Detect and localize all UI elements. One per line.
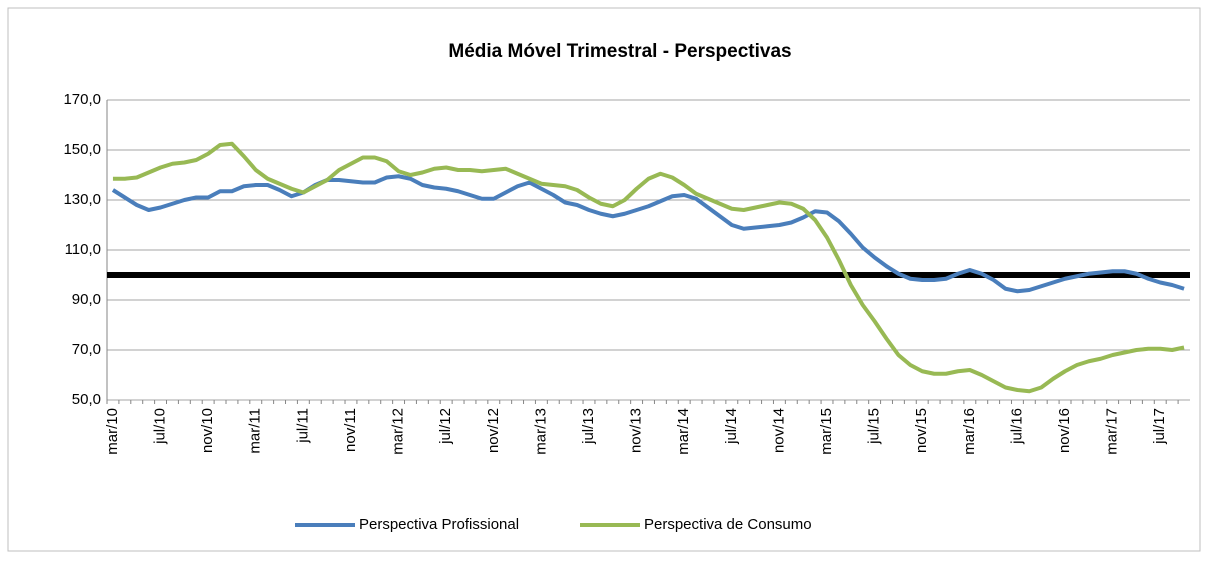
x-tick-label: jul/16 — [1008, 408, 1025, 445]
x-tick-label: jul/13 — [580, 408, 597, 445]
x-tick-label: nov/14 — [770, 408, 787, 453]
series-line — [111, 174, 1185, 294]
x-tick-label: mar/15 — [818, 408, 835, 455]
x-tick-label: nov/15 — [913, 408, 930, 453]
x-tick-label: jul/14 — [723, 408, 740, 445]
chart-border — [7, 7, 1201, 552]
chart-title: Média Móvel Trimestral - Perspectivas — [448, 41, 791, 62]
x-tick-label: mar/16 — [961, 408, 978, 455]
x-tick-label: mar/13 — [532, 408, 549, 455]
x-tick-label: jul/11 — [294, 408, 311, 444]
legend-label: Perspectiva de Consumo — [644, 516, 812, 533]
x-tick-label: jul/17 — [1151, 408, 1168, 445]
x-tick-label: nov/16 — [1056, 408, 1073, 453]
y-tick-label: 110,0 — [65, 241, 101, 258]
x-tick-label: mar/14 — [675, 408, 692, 455]
x-tick-label: jul/12 — [437, 408, 454, 445]
y-tick-label: 90,0 — [72, 291, 101, 308]
x-tick-label: nov/11 — [342, 408, 359, 452]
y-tick-label: 50,0 — [72, 391, 101, 408]
x-tick-label: jul/10 — [152, 408, 169, 445]
x-tick-label: nov/13 — [628, 408, 645, 453]
x-tick-label: nov/10 — [199, 408, 216, 453]
x-tick-label: jul/15 — [866, 408, 883, 445]
x-tick-label: nov/12 — [485, 408, 502, 453]
legend-label: Perspectiva Profissional — [359, 516, 519, 533]
y-tick-label: 70,0 — [72, 341, 101, 358]
x-tick-label: mar/17 — [1104, 408, 1121, 455]
y-tick-label: 170,0 — [63, 91, 101, 108]
x-tick-label: mar/10 — [104, 408, 121, 455]
x-tick-label: mar/11 — [247, 408, 264, 454]
series-line — [112, 141, 1185, 394]
x-tick-label: mar/12 — [390, 408, 407, 455]
y-tick-label: 150,0 — [63, 141, 101, 158]
y-tick-label: 130,0 — [63, 191, 101, 208]
